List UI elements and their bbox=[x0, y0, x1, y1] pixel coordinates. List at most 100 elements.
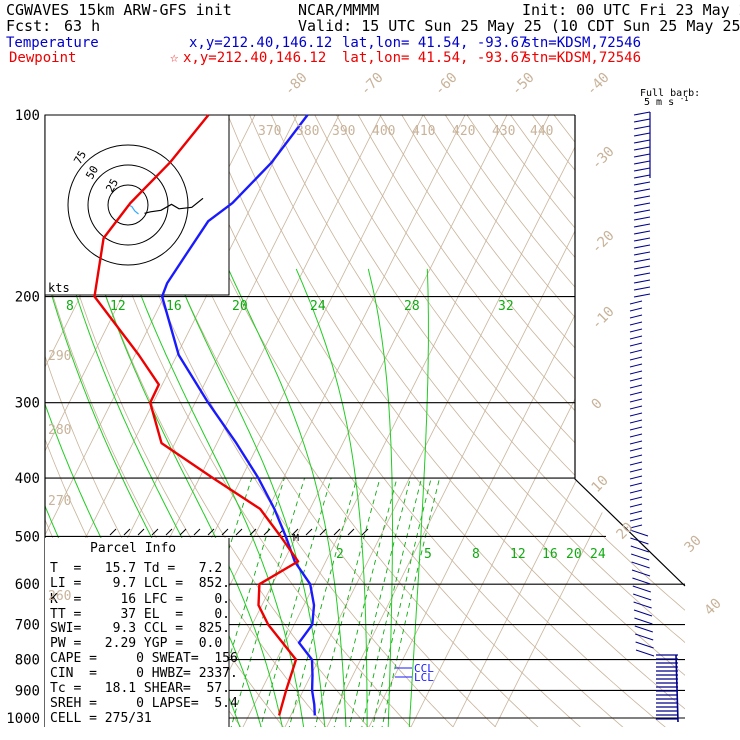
theta-label: 370 bbox=[258, 124, 281, 139]
hodograph-ring bbox=[67, 144, 189, 266]
hodograph-trace bbox=[144, 197, 204, 214]
wind-barb bbox=[633, 202, 651, 207]
mixing-ratio-label: 20 bbox=[232, 299, 248, 314]
isotherm-label: -20 bbox=[589, 228, 618, 257]
dewpoint-legend-label: Dewpoint bbox=[9, 50, 76, 66]
isotherm bbox=[45, 115, 312, 727]
wind-barb bbox=[629, 370, 643, 375]
theta-label: 270 bbox=[48, 494, 71, 509]
wind-barb bbox=[629, 489, 643, 494]
wind-barb bbox=[629, 328, 643, 333]
pressure-label: 200 bbox=[15, 290, 40, 306]
parcel-info-row: TT = 37 EL = 0. bbox=[50, 607, 230, 622]
hatch-mark bbox=[207, 528, 215, 536]
wind-barb bbox=[629, 412, 643, 417]
mixing-ratio-line bbox=[229, 477, 306, 727]
init-time: Init: 00 UTC Fri 23 May 25 bbox=[522, 1, 740, 19]
wind-barb bbox=[633, 153, 651, 158]
level-marker: M bbox=[293, 533, 299, 544]
wind-barb bbox=[629, 391, 643, 396]
wind-barb bbox=[629, 529, 649, 537]
theta-label: 380 bbox=[296, 124, 319, 139]
right-boundary bbox=[574, 115, 686, 587]
dry-adiabat bbox=[596, 115, 685, 727]
parcel-info-row: SREH = 0 LAPSE= 5.4 bbox=[50, 696, 238, 711]
wind-barb bbox=[633, 216, 651, 221]
ccl-label: CCL bbox=[414, 662, 434, 675]
dry-adiabat bbox=[469, 115, 685, 727]
mixing-ratio-label: 24 bbox=[590, 547, 606, 562]
dry-adiabat bbox=[174, 115, 628, 727]
hatch-mark bbox=[165, 528, 173, 536]
barb-staff bbox=[675, 654, 679, 723]
wind-barb bbox=[634, 617, 653, 625]
mixing-ratio-label: 16 bbox=[542, 547, 558, 562]
wind-barb bbox=[632, 577, 651, 585]
fcst-label: Fcst: bbox=[6, 17, 51, 35]
parcel-info-box: Parcel Info T = 15.7 Td = 7.2LI = 9.7 LCL… bbox=[45, 538, 238, 727]
wind-barb bbox=[633, 237, 651, 242]
wind-barb bbox=[629, 426, 643, 431]
wind-barb bbox=[629, 496, 643, 501]
dewpoint-xy: x,y=212.40,146.12 bbox=[183, 50, 326, 66]
wind-barb bbox=[633, 146, 651, 151]
valid-time: Valid: 15 UTC Sun 25 May 25 (10 CDT Sun … bbox=[298, 17, 740, 35]
hodograph-ring-label: 25 bbox=[103, 177, 121, 195]
wind-barb bbox=[629, 377, 643, 382]
wind-barb bbox=[633, 111, 651, 116]
wind-barb bbox=[629, 321, 643, 326]
pressure-label: 100 bbox=[15, 108, 40, 124]
theta-label: 400 bbox=[372, 124, 395, 139]
wind-barb bbox=[633, 139, 651, 144]
wind-barb bbox=[629, 468, 643, 473]
dry-adiabat bbox=[111, 115, 500, 727]
wind-barb bbox=[633, 118, 651, 123]
wind-barb bbox=[630, 537, 649, 545]
hatch-mark bbox=[249, 528, 257, 536]
wind-barb bbox=[633, 251, 651, 256]
isotherm-label: 40 bbox=[702, 596, 725, 619]
isotherm-label: -50 bbox=[509, 70, 538, 99]
dry-adiabat bbox=[132, 115, 543, 727]
hodograph-frame bbox=[44, 114, 230, 296]
model-title: CGWAVES 15km ARW-GFS init bbox=[6, 1, 232, 19]
wind-barb bbox=[633, 609, 653, 617]
dewpoint-stn: stn=KDSM,72546 bbox=[523, 50, 641, 66]
hodograph-units: kts bbox=[48, 281, 70, 295]
mixing-ratio-line bbox=[380, 477, 441, 727]
wind-barb bbox=[633, 230, 651, 235]
wind-barb bbox=[633, 279, 651, 284]
isotherm bbox=[492, 115, 685, 727]
hodograph-ring bbox=[107, 184, 149, 226]
hatch-mark bbox=[123, 528, 131, 536]
wind-barb bbox=[633, 181, 651, 186]
wind-barb bbox=[633, 160, 651, 165]
wind-barb bbox=[633, 272, 651, 277]
wind-barb bbox=[629, 419, 643, 424]
parcel-info-row: T = 15.7 Td = 7.2 bbox=[50, 561, 222, 576]
dewpoint-latlon: lat,lon= 41.54, -93.67 bbox=[342, 50, 527, 66]
lcl-label: LCL bbox=[414, 671, 434, 684]
isotherm-label: -10 bbox=[589, 304, 618, 333]
moist-adiabat bbox=[130, 268, 305, 727]
dewpoint-line bbox=[93, 114, 300, 716]
fcst-value: 63 h bbox=[64, 17, 100, 35]
dry-adiabat bbox=[90, 115, 458, 727]
isotherm bbox=[198, 115, 522, 727]
dry-adiabat bbox=[512, 115, 685, 727]
wind-barb bbox=[629, 335, 643, 340]
isotherm-label: -80 bbox=[282, 70, 311, 99]
moist-adiabat bbox=[95, 268, 284, 727]
parcel-info-row: LI = 9.7 LCL = 852. bbox=[50, 576, 230, 591]
wind-barb bbox=[629, 475, 643, 480]
isotherm-label: 0 bbox=[589, 396, 606, 413]
wind-barb bbox=[629, 314, 643, 319]
wind-barb bbox=[633, 601, 652, 609]
wind-barb bbox=[635, 649, 655, 657]
wind-barb bbox=[630, 545, 649, 553]
pressure-label: 700 bbox=[15, 618, 40, 634]
wind-barb bbox=[633, 174, 651, 179]
temperature-stn: stn=KDSM,72546 bbox=[523, 35, 641, 51]
mixing-ratio-line bbox=[313, 477, 381, 727]
